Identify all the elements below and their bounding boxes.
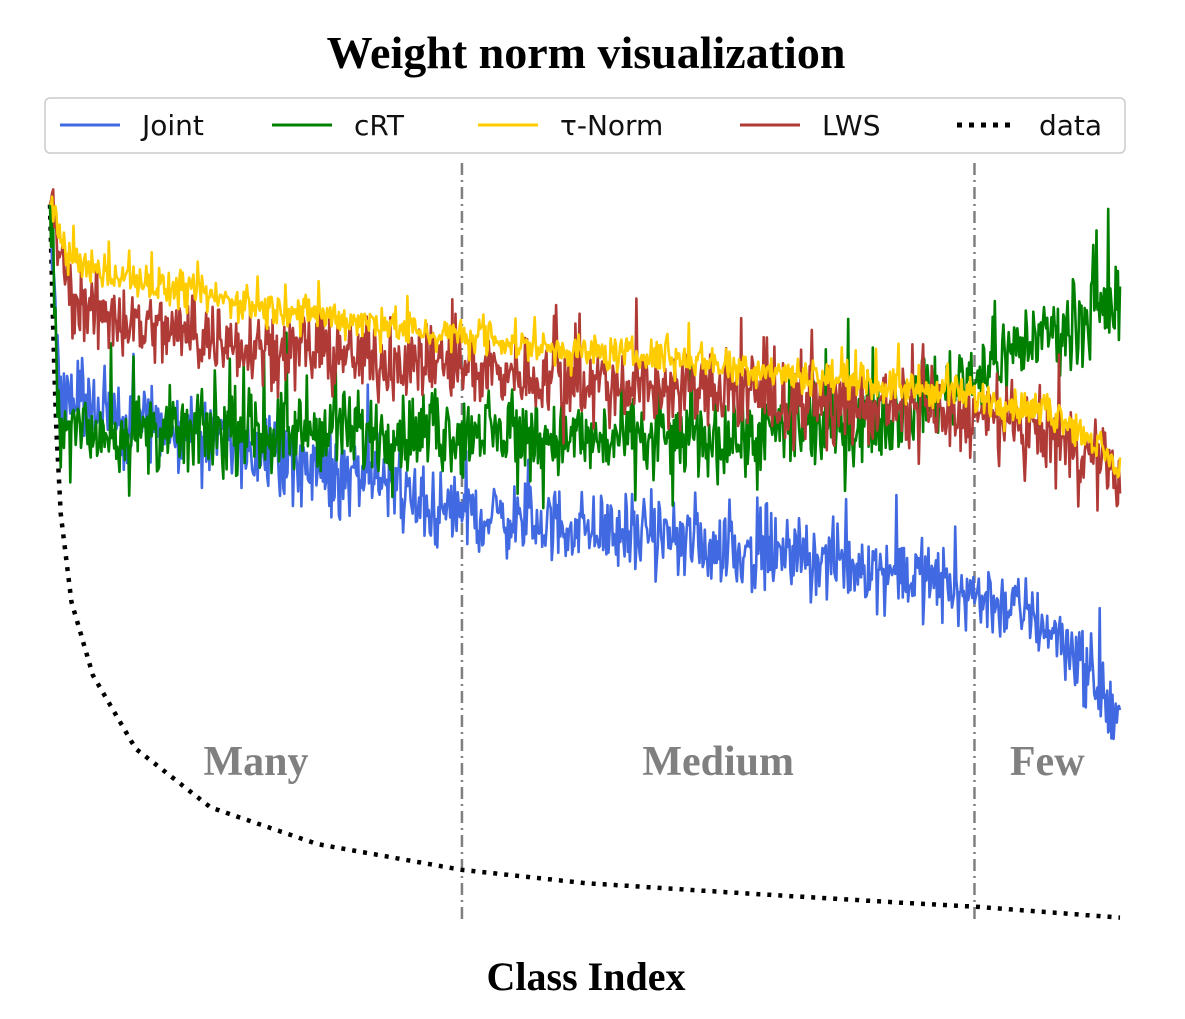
legend-label-tau-norm: τ-Norm	[560, 109, 663, 142]
chart-title: Weight norm visualization	[327, 27, 846, 78]
series-line-tau-norm	[49, 195, 1122, 479]
series-line-data	[47, 204, 1121, 920]
legend-label-data: data	[1039, 109, 1102, 142]
region-label-many: Many	[203, 739, 308, 785]
legend-label-joint: Joint	[140, 109, 204, 142]
region-label-few: Few	[1010, 739, 1085, 785]
series-line-joint	[48, 204, 1122, 741]
legend: Joint cRT τ-Norm LWS data	[44, 97, 1126, 154]
region-layer: Many Medium Few	[203, 163, 1085, 922]
series-layer	[47, 188, 1122, 920]
legend-label-lws: LWS	[822, 109, 881, 142]
series-line-lws	[48, 188, 1122, 512]
region-label-medium: Medium	[642, 739, 794, 785]
legend-box	[44, 97, 1126, 154]
legend-label-crt: cRT	[354, 109, 405, 142]
x-axis-label: Class Index	[487, 954, 686, 999]
